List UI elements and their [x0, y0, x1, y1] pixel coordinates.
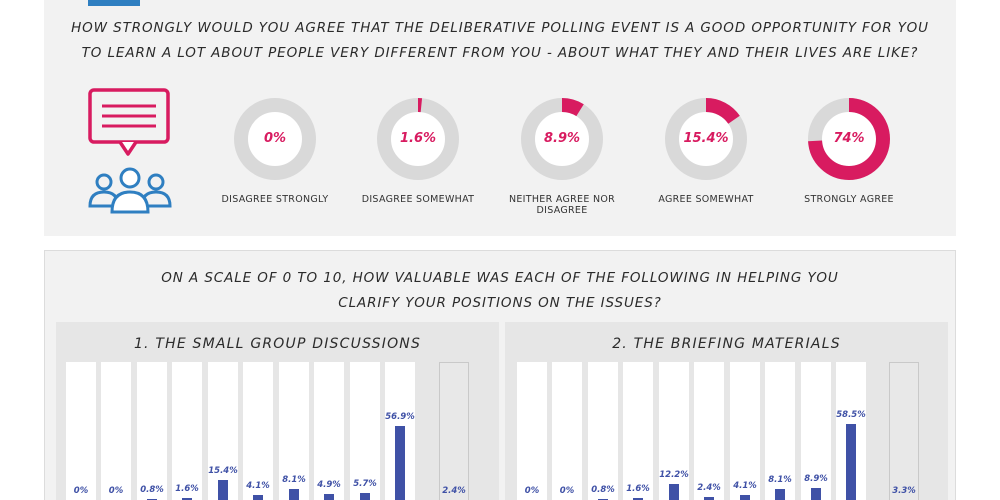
briefing-bar [846, 423, 856, 500]
small-group-bar-label: 0.8% [140, 484, 164, 495]
agreement-question: How strongly would you agree that the de… [0, 16, 1000, 66]
briefing-bar-label: 2.4% [697, 482, 721, 493]
donut-3: 8.9% [520, 97, 604, 181]
people-group-icon [88, 167, 172, 214]
speech-bubble-icon [88, 88, 170, 156]
small-group-bar [324, 493, 334, 500]
small-group-column [101, 362, 131, 500]
donut-category-label: Neither agree nor disagree [508, 194, 616, 216]
small-group-bar [182, 497, 192, 500]
small-group-column [279, 362, 309, 500]
small-group-bar [289, 489, 299, 500]
briefing-bar [811, 488, 821, 500]
donut-value-label: 1.6% [399, 131, 437, 146]
briefing-column [801, 362, 831, 500]
small-group-bar [253, 494, 263, 500]
donut-value-label: 8.9% [543, 131, 581, 146]
donut-slice [665, 98, 747, 180]
header-accent-bar [88, 0, 140, 6]
value-question-line-2: clarify your positions on the issues? [338, 295, 662, 311]
small-group-column [172, 362, 202, 500]
briefing-bar-label: 12.2% [659, 470, 689, 481]
agreement-question-line-2: to learn a lot about people very differe… [81, 45, 919, 61]
donut-category-label: Disagree strongly [221, 194, 329, 205]
donut-slice [808, 98, 890, 180]
donut-slice [377, 98, 459, 180]
small-group-bar-label: 4.1% [246, 480, 270, 491]
agreement-question-line-1: How strongly would you agree that the de… [71, 20, 929, 36]
briefing-na-column [889, 362, 919, 500]
briefing-column [552, 362, 582, 500]
small-group-bar-label: 1.6% [175, 483, 199, 494]
briefing-column [588, 362, 618, 500]
small-group-column [350, 362, 380, 500]
agreement-panel [44, 0, 956, 236]
briefing-bar-label: 8.1% [768, 475, 792, 486]
donut-slice [521, 98, 603, 180]
donut-value-label: 0% [263, 131, 287, 146]
briefing-bar-label: 58.5% [836, 409, 866, 420]
donut-value-label: 15.4% [683, 131, 729, 146]
small-group-bar-label: 0% [108, 486, 124, 496]
briefing-bar [704, 496, 714, 500]
briefing-column [765, 362, 795, 500]
small-group-na-column [439, 362, 469, 500]
small-group-column [314, 362, 344, 500]
briefing-bar [598, 498, 608, 500]
value-question: On a scale of 0 to 10, how valuable was … [0, 266, 1000, 316]
briefing-bar-label: 1.6% [626, 483, 650, 494]
small-group-bar [147, 498, 157, 500]
small-group-bar [218, 479, 228, 500]
small-group-bar-label: 56.9% [385, 412, 415, 422]
briefing-bar [633, 497, 643, 500]
briefing-bar-label: 0% [559, 486, 575, 496]
briefing-column [623, 362, 653, 500]
briefing-bar-label: 0% [524, 486, 540, 496]
small-group-column [208, 362, 238, 500]
donut-value-label: 74% [833, 131, 865, 146]
briefing-bar [775, 489, 785, 500]
small-group-bar [360, 492, 370, 500]
small-group-chart-title: 1. The small group discussions [133, 336, 422, 352]
donut-category-label: Agree somewhat [658, 194, 754, 205]
small-group-bar-label: 5.7% [353, 478, 377, 489]
briefing-column [659, 362, 689, 500]
small-group-bar-label: 0% [73, 486, 89, 496]
small-group-bar-label: 4.9% [317, 479, 341, 490]
briefing-bar-label: 4.1% [733, 480, 757, 491]
briefing-bar-label: 3.3% [892, 486, 916, 496]
value-question-line-1: On a scale of 0 to 10, how valuable was … [161, 270, 839, 286]
small-group-bar [395, 426, 405, 500]
small-group-bar-label: 8.1% [282, 475, 306, 486]
briefing-bar-label: 8.9% [804, 474, 828, 485]
briefing-column [517, 362, 547, 500]
small-group-bar-label: 2.4% [442, 486, 466, 496]
small-group-column [243, 362, 273, 500]
discussion-illustration [86, 88, 176, 216]
donut-ring [234, 98, 316, 180]
small-group-column [66, 362, 96, 500]
donut-2: 1.6% [376, 97, 460, 181]
briefing-chart-title: 2. The briefing materials [612, 336, 841, 352]
briefing-column [694, 362, 724, 500]
donut-5: 74% [807, 97, 891, 181]
small-group-bar-label: 15.4% [208, 465, 238, 476]
donut-4: 15.4% [664, 97, 748, 181]
donut-category-label: Disagree somewhat [361, 194, 475, 205]
briefing-column [730, 362, 760, 500]
briefing-bar-label: 0.8% [591, 484, 615, 495]
small-group-column [137, 362, 167, 500]
donut-1: 0% [233, 97, 317, 181]
briefing-bar [669, 484, 679, 500]
briefing-bar [740, 494, 750, 500]
donut-category-label: Strongly agree [804, 194, 894, 205]
